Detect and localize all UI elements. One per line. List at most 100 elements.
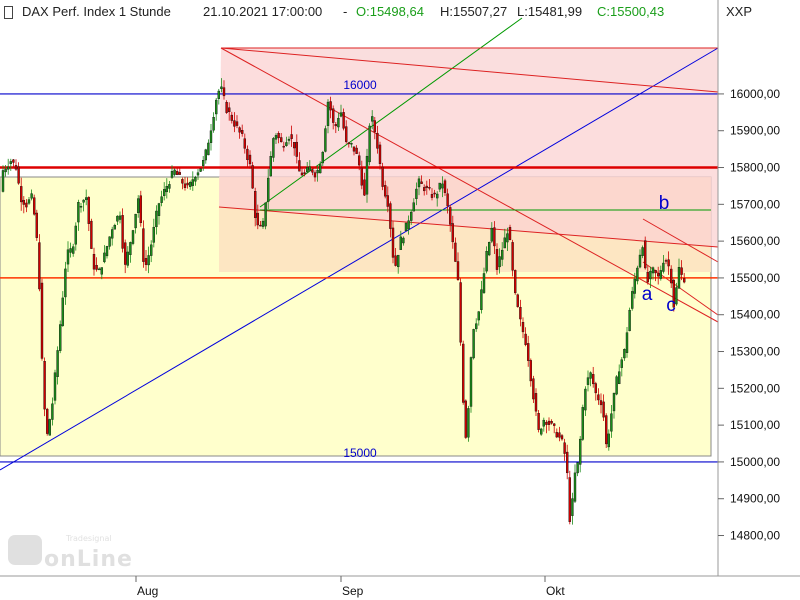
candle-body xyxy=(381,166,384,187)
candle-body xyxy=(498,256,501,268)
candle-body xyxy=(126,251,130,266)
candle-body xyxy=(670,268,673,284)
candle-body xyxy=(209,130,213,143)
candle-body xyxy=(43,361,46,410)
candle-body xyxy=(675,287,678,305)
candle-body xyxy=(149,244,153,256)
chart-symbol-icon[interactable] xyxy=(4,6,13,19)
candle-body xyxy=(386,195,389,207)
candle-body xyxy=(584,388,587,411)
candle-body xyxy=(123,242,127,265)
candle-body xyxy=(334,124,337,127)
candle-body xyxy=(425,185,428,188)
candle-body xyxy=(368,125,371,163)
candle-body xyxy=(118,215,122,220)
channel-fill xyxy=(219,48,718,247)
candle-body xyxy=(651,267,655,274)
candle-body xyxy=(397,254,400,268)
candle-body xyxy=(129,242,132,255)
candle-body xyxy=(612,392,616,412)
wave-label-b: b xyxy=(659,193,670,214)
wave-label-c: c xyxy=(666,295,676,316)
candle-body xyxy=(417,178,421,188)
candle-body xyxy=(482,273,486,293)
candle-body xyxy=(560,435,564,440)
candle-body xyxy=(441,183,444,189)
candle-body xyxy=(175,171,179,176)
candle-body xyxy=(313,172,317,178)
candle-body xyxy=(352,146,356,152)
candle-body xyxy=(363,179,366,196)
candle-body xyxy=(644,240,647,269)
channel-upper-line xyxy=(220,47,719,93)
currency-label: XXP xyxy=(726,4,753,19)
candle-body xyxy=(376,132,379,149)
candle-body xyxy=(597,394,600,401)
candle-body xyxy=(625,332,629,353)
candle-body xyxy=(371,116,374,122)
candle-body xyxy=(501,249,504,260)
candle-body xyxy=(277,133,280,139)
candle-body xyxy=(594,383,597,394)
candle-body xyxy=(251,165,254,189)
candle-body xyxy=(438,182,441,190)
candle-body xyxy=(423,187,426,192)
candle-body xyxy=(610,413,613,432)
candles-group xyxy=(1,78,686,525)
low-value: L:15481,99 xyxy=(517,4,583,19)
candle-body xyxy=(79,206,83,208)
candle-body xyxy=(404,222,408,232)
candle-body xyxy=(222,87,226,97)
candle-body xyxy=(602,401,605,418)
candle-body xyxy=(527,343,530,361)
candle-body xyxy=(170,171,174,178)
candle-body xyxy=(350,142,353,145)
candle-body xyxy=(566,451,569,474)
y-tick-label: 15400,00 xyxy=(730,308,780,322)
candle-body xyxy=(59,324,62,351)
high-value: H:15507,27 xyxy=(440,4,508,19)
candle-body xyxy=(394,255,397,266)
y-tick-label: 14900,00 xyxy=(730,492,780,506)
candle-body xyxy=(183,183,187,188)
candle-body xyxy=(592,374,595,385)
candle-body xyxy=(615,376,618,395)
level-label-16000: 16000 xyxy=(343,78,377,92)
candle-body xyxy=(599,400,603,406)
candle-body xyxy=(220,86,223,89)
candle-body xyxy=(532,378,535,400)
candle-body xyxy=(480,289,483,310)
candle-body xyxy=(581,407,584,440)
candle-body xyxy=(490,227,493,242)
candle-body xyxy=(469,357,473,407)
candle-body xyxy=(100,267,104,275)
candle-body xyxy=(633,278,636,294)
candle-body xyxy=(657,273,660,277)
candle-body xyxy=(110,229,114,239)
candle-body xyxy=(508,227,512,240)
x-tick-label: Aug xyxy=(137,584,158,598)
candle-body xyxy=(659,270,662,279)
candle-body xyxy=(230,114,234,121)
trendline-blue xyxy=(0,47,719,471)
candle-body xyxy=(571,498,574,516)
candle-body xyxy=(293,142,296,149)
candle-body xyxy=(214,99,218,115)
candle-body xyxy=(324,128,327,152)
candle-body xyxy=(378,144,382,164)
candle-body xyxy=(337,117,340,128)
candle-body xyxy=(71,246,75,254)
candle-body xyxy=(464,400,467,438)
candle-body xyxy=(280,137,283,143)
candle-body xyxy=(168,184,171,189)
candle-body xyxy=(628,309,631,332)
candle-body xyxy=(563,442,566,454)
y-tick-label: 15600,00 xyxy=(730,234,780,248)
candle-body xyxy=(514,270,517,294)
candle-body xyxy=(503,237,506,249)
candle-body xyxy=(4,168,7,173)
candle-body xyxy=(641,247,644,256)
candle-body xyxy=(662,262,665,272)
candle-body xyxy=(204,149,208,161)
